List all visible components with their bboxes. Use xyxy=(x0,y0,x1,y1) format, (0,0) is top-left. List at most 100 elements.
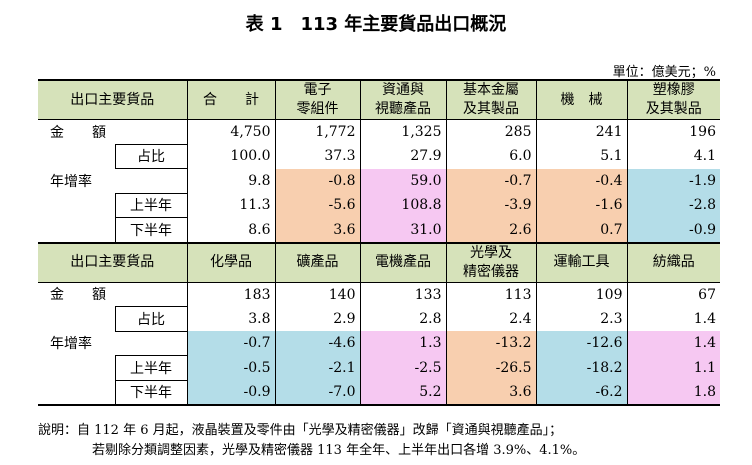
col-chemicals: 化學品 xyxy=(186,242,275,283)
cell: 4.1 xyxy=(626,144,720,169)
cell: 1,772 xyxy=(274,119,360,144)
col-total: 合 計 xyxy=(186,79,275,120)
col-plastics-rubber: 塑橡膠 及其製品 xyxy=(626,79,720,120)
cell: -0.9 xyxy=(626,217,720,244)
row-label-amount: 金 額 xyxy=(50,124,106,141)
cell: 67 xyxy=(626,282,720,307)
cell: 1.8 xyxy=(626,380,720,406)
row-label-h2: 下半年 xyxy=(114,379,188,406)
row-label-h1: 上半年 xyxy=(114,355,188,381)
cell: 1.1 xyxy=(626,355,720,380)
cell: 2.4 xyxy=(445,306,536,331)
col-minerals: 礦產品 xyxy=(274,242,360,283)
table-row: 上半年 -0.5 -2.1 -2.5 -26.5 -18.2 1.1 xyxy=(38,355,720,381)
cell: -1.9 xyxy=(626,168,720,193)
table-row: 下半年 -0.9 -7.0 5.2 3.6 -6.2 1.8 xyxy=(38,379,720,406)
cell: 37.3 xyxy=(274,144,360,169)
cell: -0.8 xyxy=(274,168,360,193)
footnote-line-2: 若剔除分類調整因素，光學及精密儀器 113 年全年、上半年出口各增 3.9%、4… xyxy=(92,443,586,458)
cell: 183 xyxy=(186,282,275,307)
table-row: 占比 3.8 2.9 2.8 2.4 2.3 1.4 xyxy=(38,306,720,332)
table-row: 年增率 9.8 -0.8 59.0 -0.7 -0.4 -1.9 xyxy=(38,168,720,193)
table-row: 上半年 11.3 -5.6 108.8 -3.9 -1.6 -2.8 xyxy=(38,192,720,218)
header-label: 出口主要貨品 xyxy=(38,79,187,120)
section1-header-row: 出口主要貨品 合 計 電子 零組件 資通與 視聽產品 基本金屬 及其製品 機 械… xyxy=(38,79,720,120)
cell: 133 xyxy=(359,282,446,307)
cell: -0.7 xyxy=(445,168,536,193)
table-title: 表 1 113 年主要貨品出口概況 xyxy=(245,14,507,35)
row-label-amount: 金 額 xyxy=(50,287,106,304)
col-base-metals: 基本金屬 及其製品 xyxy=(445,79,536,120)
col-optical-precision: 光學及 精密儀器 xyxy=(445,242,536,283)
cell: 3.6 xyxy=(445,380,536,406)
row-label-share: 占比 xyxy=(114,143,188,169)
cell: 3.6 xyxy=(274,217,360,244)
cell: 5.1 xyxy=(535,144,627,169)
cell: -18.2 xyxy=(535,355,627,380)
row-label-growth: 年增率 xyxy=(50,336,92,353)
export-table: 出口主要貨品 合 計 電子 零組件 資通與 視聽產品 基本金屬 及其製品 機 械… xyxy=(38,79,720,406)
cell: 241 xyxy=(535,119,627,144)
row-label-growth: 年增率 xyxy=(50,173,92,190)
unit-note: 單位：億美元；% xyxy=(612,65,716,80)
col-textiles: 紡織品 xyxy=(626,242,720,283)
cell: 196 xyxy=(626,119,720,144)
cell: 2.9 xyxy=(274,306,360,331)
cell: -3.9 xyxy=(445,193,536,218)
table-row: 金 額 4,750 1,772 1,325 285 241 196 xyxy=(38,119,720,144)
cell: -6.2 xyxy=(535,380,627,406)
footnote-line-1: 說明：自 112 年 6 月起，液晶裝置及零件由「光學及精密儀器」改歸「資通與視… xyxy=(38,423,563,438)
col-electronic-components: 電子 零組件 xyxy=(274,79,360,120)
table-row: 年增率 -0.7 -4.6 1.3 -13.2 -12.6 1.4 xyxy=(38,331,720,356)
cell: -2.1 xyxy=(274,355,360,380)
cell: 2.8 xyxy=(359,306,446,331)
cell: 1.4 xyxy=(626,306,720,331)
cell: -0.4 xyxy=(535,168,627,193)
cell: 140 xyxy=(274,282,360,307)
row-label-h1: 上半年 xyxy=(114,192,188,218)
cell: -0.7 xyxy=(186,331,275,356)
cell: -2.8 xyxy=(626,193,720,218)
cell: -5.6 xyxy=(274,193,360,218)
cell: 11.3 xyxy=(186,193,275,218)
cell: -0.5 xyxy=(186,355,275,380)
cell: 100.0 xyxy=(186,144,275,169)
cell: -12.6 xyxy=(535,331,627,356)
cell: 9.8 xyxy=(186,168,275,193)
cell: -0.9 xyxy=(186,380,275,406)
col-machinery: 機 械 xyxy=(535,79,627,120)
cell: -4.6 xyxy=(274,331,360,356)
cell: 113 xyxy=(445,282,536,307)
cell: 27.9 xyxy=(359,144,446,169)
col-ict-products: 資通與 視聽產品 xyxy=(359,79,446,120)
cell: 3.8 xyxy=(186,306,275,331)
cell: 5.2 xyxy=(359,380,446,406)
cell: 59.0 xyxy=(359,168,446,193)
cell: -1.6 xyxy=(535,193,627,218)
cell: 6.0 xyxy=(445,144,536,169)
cell: 2.6 xyxy=(445,217,536,244)
cell: 1.3 xyxy=(359,331,446,356)
header-label: 出口主要貨品 xyxy=(38,242,187,283)
cell: 285 xyxy=(445,119,536,144)
footnotes: 說明：自 112 年 6 月起，液晶裝置及零件由「光學及精密儀器」改歸「資通與視… xyxy=(38,421,585,461)
row-label-share: 占比 xyxy=(114,306,188,332)
cell: 108.8 xyxy=(359,193,446,218)
col-transport: 運輸工具 xyxy=(535,242,627,283)
table-row: 下半年 8.6 3.6 31.0 2.6 0.7 -0.9 xyxy=(38,217,720,244)
cell: 0.7 xyxy=(535,217,627,244)
cell: 4,750 xyxy=(186,119,275,144)
cell: -2.5 xyxy=(359,355,446,380)
cell: 2.3 xyxy=(535,306,627,331)
cell: 109 xyxy=(535,282,627,307)
cell: 1,325 xyxy=(359,119,446,144)
table-row: 金 額 183 140 133 113 109 67 xyxy=(38,282,720,307)
table-row: 占比 100.0 37.3 27.9 6.0 5.1 4.1 xyxy=(38,143,720,169)
cell: -26.5 xyxy=(445,355,536,380)
col-electrical: 電機產品 xyxy=(359,242,446,283)
cell: 8.6 xyxy=(186,217,275,244)
cell: -13.2 xyxy=(445,331,536,356)
row-label-h2: 下半年 xyxy=(114,217,188,244)
cell: 31.0 xyxy=(359,217,446,244)
section2-header-row: 出口主要貨品 化學品 礦產品 電機產品 光學及 精密儀器 運輸工具 紡織品 xyxy=(38,242,720,283)
